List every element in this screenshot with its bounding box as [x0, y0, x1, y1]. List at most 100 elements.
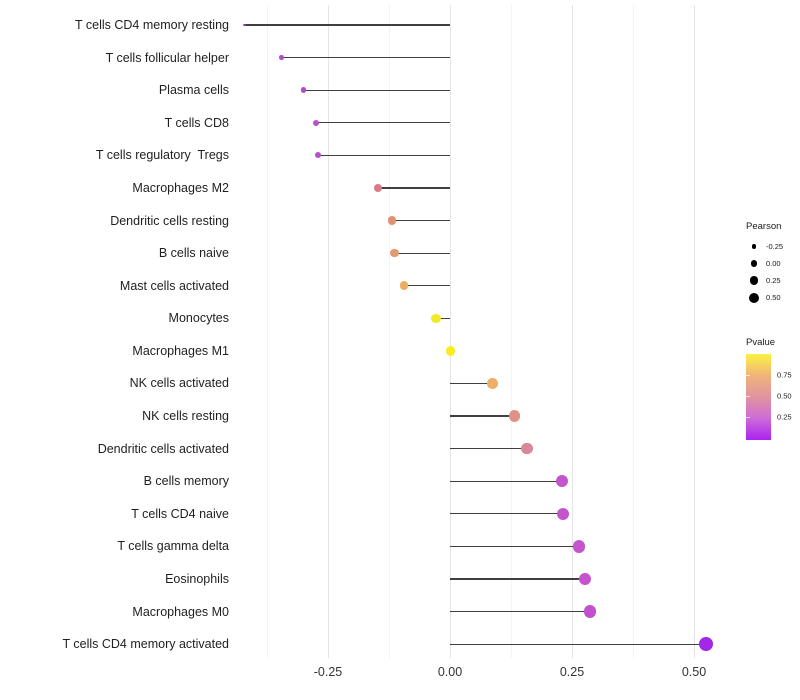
- gridline-major: [328, 5, 329, 658]
- stem: [391, 219, 450, 222]
- y-axis-label: Dendritic cells activated: [97, 441, 229, 456]
- dot: [373, 183, 382, 192]
- legend-size-entry: 0.50: [746, 289, 783, 306]
- y-axis-label: NK cells resting: [142, 409, 229, 424]
- stem: [450, 611, 591, 613]
- dot: [508, 410, 521, 422]
- legend-pearson: Pearson -0.25 0.00 0.25 0.50: [746, 221, 783, 306]
- stem: [394, 252, 450, 254]
- dot: [300, 87, 307, 93]
- legend-size-dot-col: [746, 276, 762, 285]
- y-axis-label: Macrophages M0: [132, 604, 229, 619]
- dot: [487, 378, 498, 389]
- gridline-minor: [267, 5, 268, 658]
- y-axis-label: Macrophages M1: [132, 343, 229, 358]
- legend-pearson-entries: -0.25 0.00 0.25 0.50: [746, 238, 783, 306]
- stem: [450, 513, 564, 515]
- stem: [450, 448, 528, 450]
- stem: [303, 89, 450, 91]
- pvalue-tick-mark: [746, 375, 750, 377]
- y-axis-label: T cells CD4 memory activated: [62, 637, 230, 652]
- dot: [555, 475, 568, 488]
- y-axis-label: B cells naive: [158, 246, 229, 261]
- legend-size-entry: -0.25: [746, 238, 783, 255]
- gridline-minor: [633, 5, 634, 658]
- stem: [244, 24, 450, 26]
- dot: [399, 281, 409, 291]
- stem: [317, 154, 450, 156]
- y-axis-label: T cells CD8: [164, 115, 229, 130]
- legend-size-dot-icon: [751, 244, 757, 249]
- dot: [698, 636, 714, 652]
- dot: [387, 216, 397, 225]
- dot: [572, 540, 586, 553]
- y-axis-label: T cells gamma delta: [117, 539, 229, 554]
- pvalue-tick-label: 0.50: [777, 391, 792, 401]
- x-axis-tick-label: 0.25: [559, 665, 585, 679]
- legend-size-dot-icon: [749, 292, 759, 303]
- stem: [450, 643, 707, 645]
- gridline-major: [694, 5, 695, 658]
- y-axis-label: T cells CD4 naive: [131, 506, 229, 521]
- legend-pearson-title: Pearson: [746, 221, 782, 232]
- dot: [314, 152, 321, 159]
- x-axis-tick-label: 0.00: [437, 665, 463, 679]
- y-axis-label: Monocytes: [168, 311, 229, 326]
- gridline-major: [572, 5, 573, 658]
- legend-size-label: 0.00: [766, 259, 781, 268]
- dot: [390, 248, 399, 258]
- stem: [435, 317, 450, 319]
- x-axis-tick-label: -0.25: [313, 665, 343, 679]
- stem: [450, 480, 562, 482]
- dot: [313, 119, 320, 126]
- y-axis-label: Macrophages M2: [132, 180, 229, 195]
- dot: [521, 442, 533, 455]
- legend-size-entry: 0.25: [746, 272, 783, 289]
- stem: [450, 382, 493, 385]
- y-axis-label: B cells memory: [143, 474, 229, 489]
- gridline-minor: [511, 5, 512, 658]
- dot: [557, 507, 570, 520]
- stem: [450, 578, 586, 580]
- stem: [450, 545, 579, 548]
- dot: [431, 313, 441, 324]
- y-axis-label: NK cells activated: [129, 376, 229, 391]
- pvalue-tick-label: 0.75: [777, 370, 792, 380]
- legend-pvalue: Pvalue 0.75 0.50 0.25: [746, 337, 792, 440]
- legend-size-label: -0.25: [766, 242, 784, 251]
- legend-size-dot-icon: [749, 276, 759, 285]
- stem: [281, 56, 450, 59]
- dot: [279, 55, 284, 60]
- y-axis-label: T cells CD4 memory resting: [75, 18, 229, 32]
- y-axis-label: Dendritic cells resting: [110, 213, 229, 228]
- y-axis-label: T cells follicular helper: [105, 50, 229, 65]
- y-axis-label: Eosinophils: [165, 572, 229, 587]
- pvalue-colorbar: [746, 354, 771, 440]
- dot: [583, 605, 597, 618]
- pvalue-colorbar-wrap: 0.75 0.50 0.25: [746, 354, 792, 440]
- gridline-minor: [389, 5, 390, 658]
- legend-size-dot-col: [746, 244, 762, 249]
- dot: [578, 572, 592, 586]
- dot: [445, 345, 456, 356]
- legend-size-label: 0.25: [766, 276, 781, 285]
- pvalue-tick-mark: [746, 396, 750, 398]
- pvalue-tick-label: 0.25: [777, 412, 792, 422]
- pvalue-tick-mark: [746, 417, 750, 419]
- stem: [404, 285, 450, 287]
- legend-pvalue-title: Pvalue: [746, 337, 776, 348]
- y-axis-label: Plasma cells: [158, 83, 229, 98]
- x-axis-tick-label: 0.50: [681, 665, 707, 679]
- gridline-major: [450, 5, 451, 658]
- legend-size-label: 0.50: [766, 293, 781, 302]
- y-axis-label: T cells regulatory Tregs: [95, 148, 229, 163]
- stem: [450, 415, 515, 417]
- legend-size-dot-col: [746, 260, 762, 267]
- stem: [377, 187, 450, 189]
- dot: [243, 23, 246, 27]
- legend-size-dot-icon: [750, 260, 758, 267]
- legend-size-dot-col: [746, 292, 762, 303]
- y-axis-label: Mast cells activated: [119, 278, 229, 293]
- legend-size-entry: 0.00: [746, 255, 783, 272]
